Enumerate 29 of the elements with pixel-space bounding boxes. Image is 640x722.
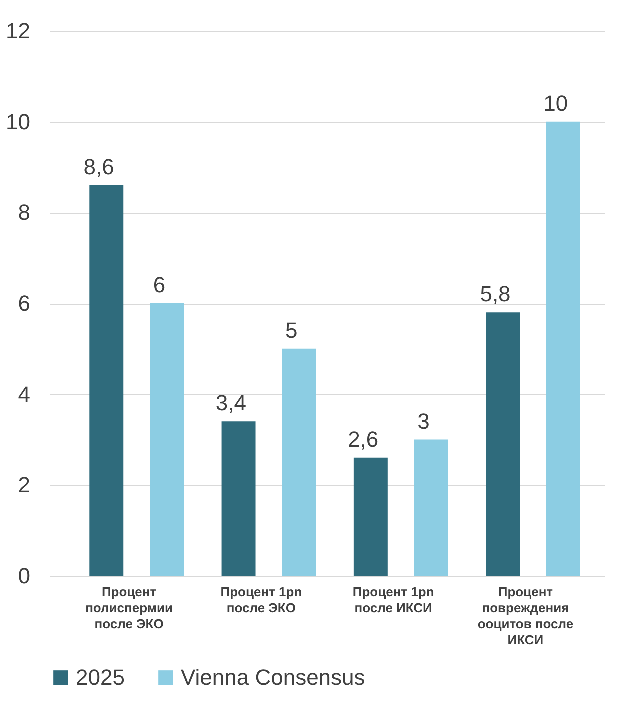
bar: [150, 304, 184, 576]
data-label: 6: [153, 272, 166, 298]
data-label: 3,4: [216, 390, 247, 416]
data-label: 3: [418, 408, 430, 434]
data-label: 8,6: [84, 154, 114, 180]
bar: [90, 185, 124, 576]
bar: [546, 122, 580, 576]
bar: [222, 422, 256, 576]
data-label: 5: [286, 318, 298, 343]
data-label: 5,8: [480, 282, 511, 307]
bar: [414, 440, 448, 576]
x-tick-label: Процент 1pn после ИКСИ: [352, 584, 434, 616]
x-tick-label: Процент полиспермии после ЭКО: [86, 584, 173, 632]
x-tick-label: Процент 1pn после ЭКО: [220, 584, 302, 616]
bar: [282, 348, 316, 576]
legend-label: Vienna Consensus: [181, 665, 366, 690]
data-label: 2,6: [348, 426, 379, 452]
y-tick-label: 8: [18, 200, 30, 226]
y-tick-label: 6: [18, 291, 30, 316]
legend-label: 2025: [76, 665, 125, 690]
y-tick-label: 10: [6, 109, 30, 134]
y-tick-label: 4: [18, 382, 30, 407]
bar: [354, 458, 388, 576]
y-tick-label: 2: [18, 472, 30, 498]
bar: [486, 312, 520, 576]
y-tick-label: 0: [18, 564, 30, 588]
x-tick-label: Процент повреждения ооцитов после ИКСИ: [478, 584, 574, 648]
data-label: 10: [544, 90, 568, 116]
y-tick-label: 12: [6, 18, 30, 44]
